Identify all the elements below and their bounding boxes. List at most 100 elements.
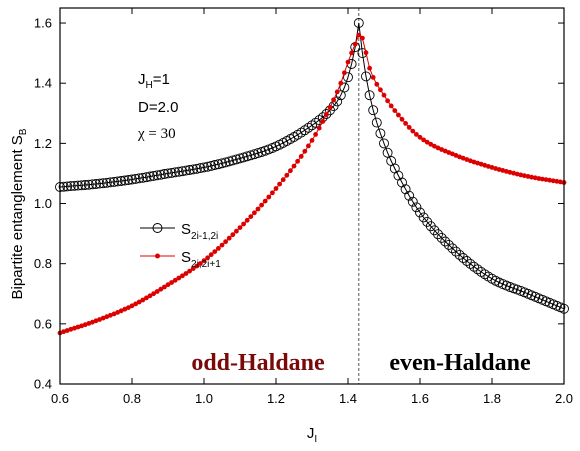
series-2-point [432, 143, 437, 149]
series-2-point [414, 132, 419, 137]
series-1-point [145, 171, 155, 182]
series-2-point [532, 175, 538, 181]
series-1-point [181, 165, 191, 176]
series-2-point [367, 65, 372, 71]
series-2-point [190, 266, 196, 271]
series-2-point [500, 168, 506, 173]
series-2-point [313, 132, 318, 137]
series-1-point [202, 161, 213, 172]
series-2-point [241, 221, 247, 227]
series-2-point [450, 151, 455, 157]
series-2-point [399, 116, 405, 122]
series-2-point [385, 98, 390, 104]
series-2-point [244, 217, 250, 223]
series-1-point [159, 169, 170, 179]
series-1-point [83, 179, 94, 190]
series-2-point [529, 174, 534, 180]
series-2-point [136, 299, 142, 305]
series-2-point [540, 176, 545, 182]
series-2-point [158, 286, 164, 292]
series-1-point [91, 179, 101, 189]
legend-marker-2 [155, 253, 160, 259]
series-2-point [381, 92, 387, 98]
series-2-point [205, 255, 211, 261]
phase-label-odd-haldane: odd-Haldane [191, 350, 325, 376]
series-2-point [363, 50, 369, 56]
series-2-point [284, 172, 290, 178]
series-2-point [493, 166, 498, 171]
series-2-point [154, 289, 160, 294]
series-1-point [62, 181, 73, 192]
series-2-point [468, 158, 473, 164]
series-1-point [220, 157, 231, 168]
series-1-point [411, 202, 422, 213]
series-2-point [75, 324, 81, 330]
series-1-point [155, 169, 166, 180]
series-2-point [248, 214, 254, 220]
series-1-point [188, 164, 199, 175]
series-2-point [140, 297, 146, 303]
series-2-point [259, 202, 264, 208]
series-2-point [280, 177, 286, 183]
series-2-point [410, 128, 416, 134]
series-1-point [303, 122, 314, 133]
series-1-point [152, 170, 163, 181]
series-2-point [554, 178, 560, 184]
series-1-point [98, 178, 109, 189]
series-2-point [219, 242, 225, 248]
series-1-point [242, 151, 253, 162]
series-1-point [80, 180, 91, 190]
series-2-point [273, 186, 279, 191]
series-1-point [371, 117, 382, 128]
series-1-point [447, 243, 458, 254]
series-2-point [216, 246, 221, 251]
series-2-point [406, 125, 412, 130]
series-1-point [307, 120, 317, 131]
series-2-point [93, 318, 99, 324]
series-2-point [309, 138, 315, 143]
series-2-point [183, 271, 189, 276]
series-2-point [144, 295, 149, 301]
series-2-point [471, 159, 477, 165]
series-1-point [209, 160, 220, 170]
y-tick-label: 0.6 [34, 316, 52, 331]
series-1-point [199, 162, 209, 173]
series-2-point [302, 148, 308, 154]
series-2-point [388, 103, 394, 109]
series-1-point [206, 160, 217, 171]
series-2-point [291, 163, 297, 169]
series-2-point [212, 249, 218, 255]
series-1-point [134, 173, 145, 184]
series-2-point [374, 81, 380, 87]
series-2-point [68, 326, 74, 332]
series-1-point [148, 170, 159, 181]
series-1-point [368, 105, 379, 116]
series-2-point [176, 275, 182, 281]
series-1-point [476, 266, 487, 277]
series-2-point [230, 232, 236, 238]
series-2-point [320, 119, 326, 124]
series-2-point [198, 261, 203, 266]
series-2-point [478, 161, 484, 167]
series-2-point [133, 301, 139, 307]
series-2-point [316, 125, 322, 131]
y-tick-label: 1.4 [34, 76, 52, 91]
series-2-point [392, 108, 398, 113]
phase-label-even-haldane: even-Haldane [389, 350, 531, 376]
series-1-point [321, 109, 332, 119]
x-tick-label: 0.6 [51, 391, 69, 406]
series-1-point [224, 156, 235, 167]
series-2-point [86, 321, 92, 326]
series-1-point [116, 176, 127, 186]
series-2-point [208, 252, 214, 258]
series-1-point [58, 181, 69, 192]
series-2-point [111, 311, 117, 317]
series-1-point [73, 180, 83, 191]
y-tick-label: 1.0 [34, 196, 52, 211]
series-2-point [356, 32, 362, 38]
series-2-point [417, 134, 423, 140]
y-tick-label: 1.6 [34, 16, 52, 31]
series-1-point [404, 190, 415, 201]
series-2-point [518, 172, 524, 178]
